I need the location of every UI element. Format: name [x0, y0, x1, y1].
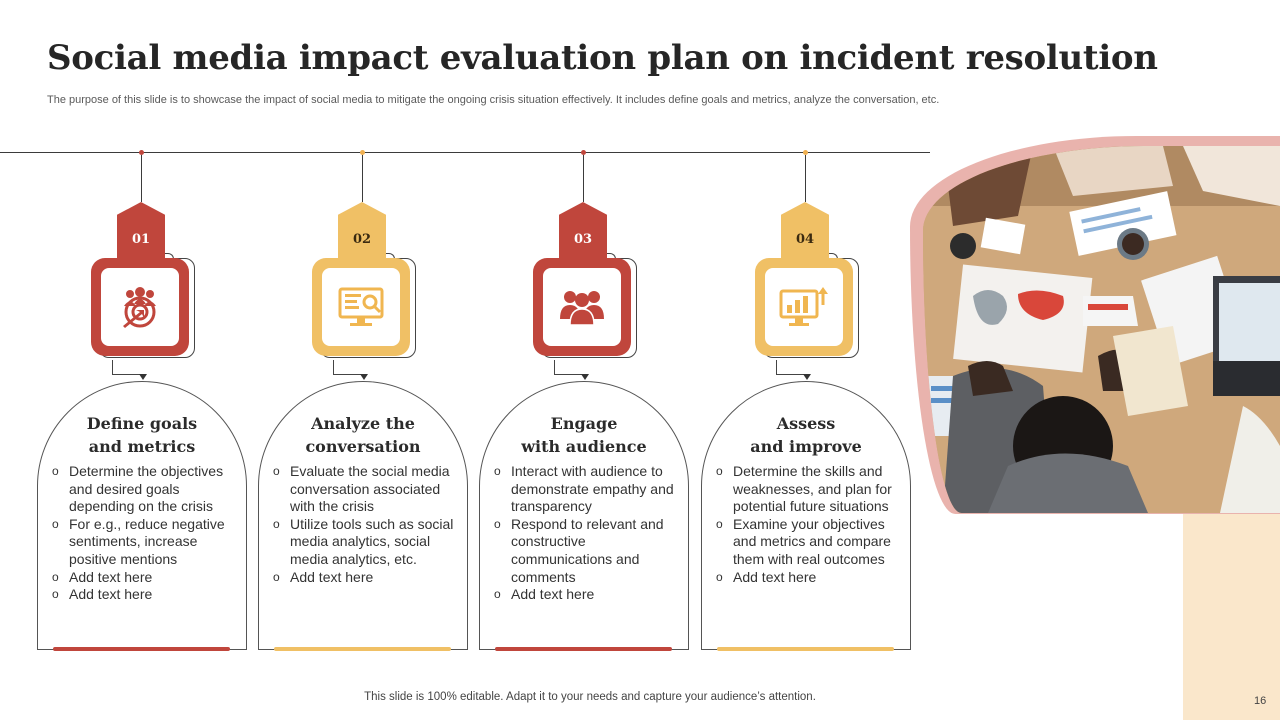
step-number-tag: 02	[338, 202, 386, 260]
timeline-stem	[141, 155, 142, 202]
timeline-stem	[362, 155, 363, 202]
step-title: Engage with audience	[479, 412, 689, 458]
bullet-item: Determine the skills and weaknesses, and…	[714, 463, 904, 516]
step-number-tag: 01	[117, 202, 165, 260]
bullet-item: Determine the objectives and desired goa…	[50, 463, 240, 516]
monitor-analysis-icon	[338, 287, 384, 326]
step-title-line1: Analyze the	[311, 414, 415, 433]
timeline-dot	[360, 150, 365, 155]
step-bullets: Interact with audience to demonstrate em…	[492, 463, 682, 604]
step-number: 01	[131, 232, 151, 247]
step-2: 02 Analyze the conversation Evaluate the…	[258, 150, 470, 660]
card-accent-bar	[717, 647, 894, 651]
bullet-item: Interact with audience to demonstrate em…	[492, 463, 682, 516]
step-number: 04	[795, 232, 815, 247]
group-audience-icon	[560, 291, 604, 326]
step-title-line1: Assess	[776, 414, 836, 433]
step-title-line2: and metrics	[88, 437, 196, 456]
icon-box	[533, 258, 631, 356]
card-accent-bar	[53, 647, 230, 651]
bullet-item: Add text here	[714, 569, 904, 587]
bullet-item: Add text here	[50, 569, 240, 587]
step-title-line2: conversation	[305, 437, 421, 456]
step-title: Assess and improve	[701, 412, 911, 458]
step-bullets: Determine the objectives and desired goa…	[50, 463, 240, 604]
slide-subtitle: The purpose of this slide is to showcase…	[47, 94, 940, 106]
step-number-tag: 04	[781, 202, 829, 260]
step-3: 03 Engage with audience Interact with au…	[479, 150, 691, 660]
arrow-down-icon	[360, 374, 368, 380]
connector	[554, 360, 587, 375]
timeline-dot	[581, 150, 586, 155]
bullet-item: Respond to relevant and constructive com…	[492, 516, 682, 586]
timeline-dot	[139, 150, 144, 155]
timeline-dot	[803, 150, 808, 155]
connector	[112, 360, 145, 375]
growth-chart-icon	[779, 287, 828, 326]
step-number: 02	[352, 232, 372, 247]
connector	[333, 360, 366, 375]
step-bullets: Evaluate the social media conversation a…	[271, 463, 461, 586]
target-audience-icon	[123, 287, 156, 328]
bullet-item: Add text here	[271, 569, 461, 587]
bullet-item: Utilize tools such as social media analy…	[271, 516, 461, 569]
timeline-stem	[805, 155, 806, 202]
icon-box	[312, 258, 410, 356]
timeline-stem	[583, 155, 584, 202]
icon-box	[91, 258, 189, 356]
step-title: Analyze the conversation	[258, 412, 468, 458]
decorative-band	[1183, 505, 1280, 720]
slide-title: Social media impact evaluation plan on i…	[47, 38, 1158, 78]
card-accent-bar	[495, 647, 672, 651]
arrow-down-icon	[581, 374, 589, 380]
step-title-line2: and improve	[750, 437, 862, 456]
step-4: 04 Assess and improve Determine the skil…	[701, 150, 913, 660]
step-title-line2: with audience	[521, 437, 647, 456]
footer-note: This slide is 100% editable. Adapt it to…	[364, 691, 816, 703]
step-title-line1: Define goals	[86, 414, 198, 433]
page-number: 16	[1254, 695, 1267, 707]
bullet-item: For e.g., reduce negative sentiments, in…	[50, 516, 240, 569]
connector	[776, 360, 809, 375]
arrow-down-icon	[139, 374, 147, 380]
bullet-item: Examine your objectives and metrics and …	[714, 516, 904, 569]
icon-box	[755, 258, 853, 356]
step-title-line1: Engage	[550, 414, 618, 433]
bullet-item: Add text here	[492, 586, 682, 604]
meeting-photo	[923, 146, 1280, 513]
step-title: Define goals and metrics	[37, 412, 247, 458]
bullet-item: Add text here	[50, 586, 240, 604]
timeline-line	[0, 152, 930, 153]
step-1: 01 Define goals and metrics Determine th…	[37, 150, 249, 660]
step-bullets: Determine the skills and weaknesses, and…	[714, 463, 904, 586]
arrow-down-icon	[803, 374, 811, 380]
step-number: 03	[573, 232, 593, 247]
bullet-item: Evaluate the social media conversation a…	[271, 463, 461, 516]
card-accent-bar	[274, 647, 451, 651]
step-number-tag: 03	[559, 202, 607, 260]
